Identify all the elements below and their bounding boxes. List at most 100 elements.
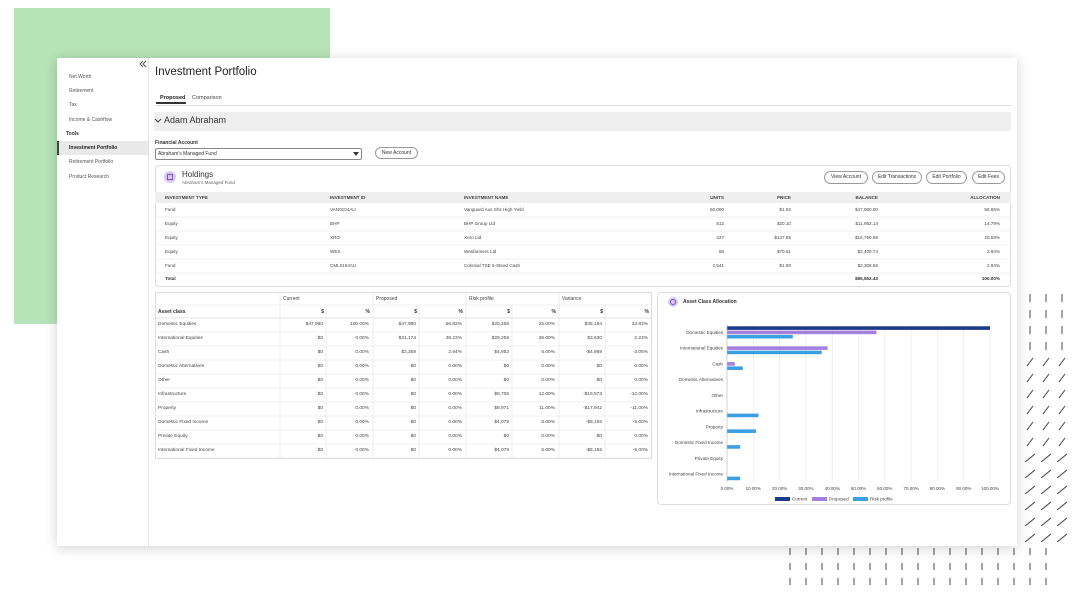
decor-slash [1040, 485, 1052, 495]
column-header: BALANCE [855, 194, 878, 200]
legend-swatch [853, 497, 868, 501]
x-tick-label: 30.00% [798, 486, 813, 491]
cell: $0 [410, 392, 416, 397]
cell: 0.00% [448, 392, 462, 397]
nav-item[interactable]: Retirement [69, 87, 94, 94]
cell: 0.00% [541, 434, 555, 439]
cell: Other [158, 378, 170, 383]
y-tick-label: Cash [712, 361, 723, 366]
collapse-icon[interactable] [138, 60, 148, 68]
decor-slash [1058, 389, 1066, 399]
cell: $2,308.56 [857, 263, 878, 269]
cell: 0.00% [634, 364, 648, 369]
cell: 0.00% [355, 350, 369, 355]
cell: Fund [165, 207, 176, 213]
cell: 2,541 [712, 263, 725, 269]
decor-slash [1058, 405, 1066, 415]
cell: $31,174 [398, 336, 416, 341]
nav-item[interactable]: Investment Portfolio [69, 144, 118, 151]
cell: 5.00% [541, 448, 555, 453]
cell: 0.00% [448, 406, 462, 411]
cell: 6.00% [541, 350, 555, 355]
cell: BHP [330, 221, 340, 227]
section-bar[interactable] [154, 112, 1011, 131]
cell: $147.85 [774, 235, 791, 241]
cell: $0 [317, 378, 323, 383]
bar [727, 334, 793, 339]
tab[interactable]: Proposed [160, 94, 186, 101]
nav-item[interactable]: Product Research [69, 173, 110, 180]
tab-underline [156, 102, 186, 104]
cell: -$8,155 [585, 420, 602, 425]
select-value: Abraham's Managed Fund [158, 150, 217, 157]
action-button[interactable] [872, 171, 922, 184]
cell: WES [330, 249, 341, 255]
nav-item[interactable]: Tax [69, 101, 77, 108]
new-account-button[interactable] [375, 147, 418, 159]
cell: $0 [503, 434, 509, 439]
cell: $2,359 [401, 350, 416, 355]
cell: Infrastructure [158, 392, 187, 397]
decor-slash [1026, 437, 1034, 447]
x-tick-label: 10.00% [746, 486, 761, 491]
button-label[interactable]: Edit Transactions [877, 174, 917, 181]
cell: $0 [317, 364, 323, 369]
cell: $0 [410, 406, 416, 411]
bar [727, 429, 756, 433]
bar [727, 326, 990, 330]
button-label[interactable]: New Account [381, 149, 412, 156]
cell: $11,952.14 [855, 221, 878, 227]
column-header: PRICE [776, 194, 791, 200]
cell: 0.00% [355, 364, 369, 369]
client-name: Adam Abraham [164, 115, 227, 126]
tab-divider [155, 105, 1011, 106]
decor-slash [1058, 357, 1066, 367]
action-button[interactable] [972, 171, 1005, 184]
y-tick-label: Domestic Alternatives [679, 377, 724, 382]
y-tick-label: Private Equity [695, 456, 724, 461]
decor-slash [1024, 533, 1036, 543]
column-header: % [458, 308, 463, 315]
action-button[interactable] [824, 171, 868, 184]
group-header: Current [283, 295, 300, 302]
column-header: % [365, 308, 370, 315]
cell: $0 [317, 336, 323, 341]
decor-slash [1040, 517, 1052, 527]
cell: 0.00% [448, 420, 462, 425]
button-label[interactable]: Edit Portfolio [932, 174, 961, 181]
cell: $0 [410, 378, 416, 383]
cell: $0 [410, 364, 416, 369]
comparison-table [155, 292, 652, 459]
button-label[interactable]: Edit Fees [977, 174, 1000, 181]
cell: $0 [317, 392, 323, 397]
cell: 38.23% [445, 336, 462, 341]
column-header: % [551, 308, 556, 315]
sidebar-active [57, 141, 148, 155]
column-header: INVESTMENT NAME [464, 194, 509, 200]
tab[interactable]: Comparison [192, 94, 222, 101]
nav-item[interactable]: Net Worth [69, 73, 92, 80]
account-select[interactable] [155, 148, 362, 160]
nav-item[interactable]: Retirement Portfolio [69, 158, 114, 165]
column-header: $ [507, 308, 510, 315]
bar [727, 362, 735, 366]
x-tick-label: 40.00% [825, 486, 840, 491]
cell: $1.80 [779, 263, 792, 269]
cell: 0.00% [355, 378, 369, 383]
cell: $4,953 [494, 350, 509, 355]
y-tick-label: International Equities [680, 346, 724, 351]
cell: 68 [718, 249, 724, 255]
decor-slash [1056, 517, 1068, 527]
button-label[interactable]: View Account [831, 174, 861, 181]
holdings-icon [164, 171, 176, 183]
action-button[interactable] [926, 171, 967, 184]
cell: 0.00% [541, 364, 555, 369]
bar [727, 346, 828, 350]
decor-slash [1024, 485, 1036, 495]
cell: 2.94% [986, 249, 1000, 255]
cell: International Fixed Income [158, 448, 215, 453]
decor-slash [1056, 501, 1068, 511]
chart-title: Asset Class Allocation [683, 298, 737, 305]
cell: $2,400.74 [857, 249, 878, 255]
nav-item[interactable]: Income & Cashflow [69, 116, 113, 123]
